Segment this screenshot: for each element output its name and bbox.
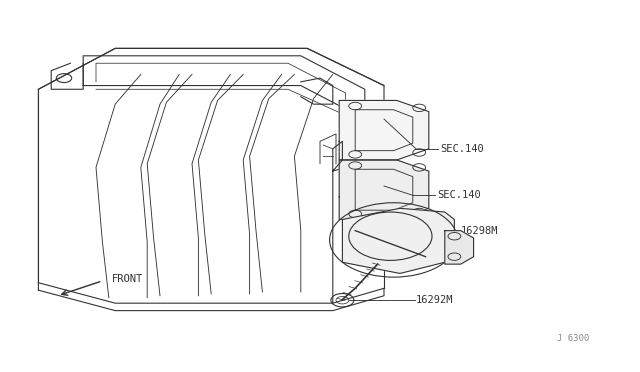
Text: 16298M: 16298M: [461, 226, 499, 235]
Polygon shape: [342, 208, 454, 273]
Polygon shape: [339, 160, 429, 219]
Text: FRONT: FRONT: [112, 274, 143, 284]
Text: J 6300: J 6300: [557, 334, 589, 343]
Text: 16292M: 16292M: [416, 295, 454, 305]
Text: SEC.140: SEC.140: [437, 190, 481, 200]
Polygon shape: [339, 100, 429, 160]
Text: SEC.140: SEC.140: [440, 144, 484, 154]
Polygon shape: [445, 231, 474, 264]
